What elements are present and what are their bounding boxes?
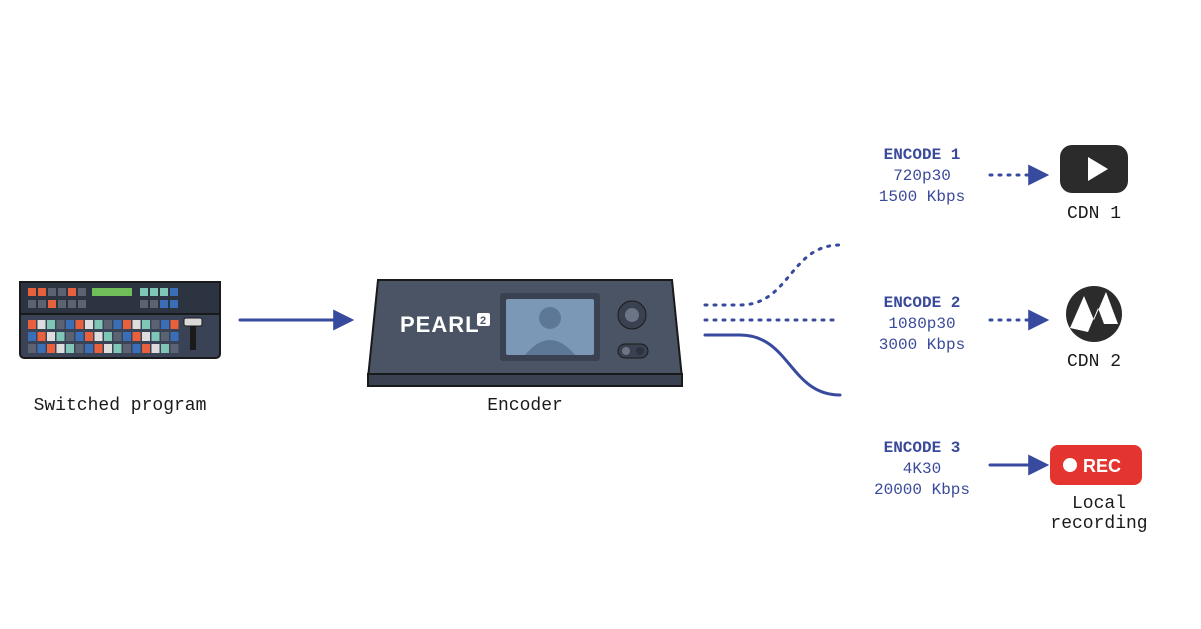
rec-badge-icon: REC [1050, 445, 1142, 485]
encode-1-rate: 1500 Kbps [852, 187, 992, 208]
svg-text:PEARL: PEARL [400, 312, 480, 337]
encode-2-res: 1080p30 [852, 314, 992, 335]
encode-3-block: ENCODE 3 4K30 20000 Kbps [852, 438, 992, 500]
diagram-canvas: PEARL 2 REC [0, 0, 1201, 629]
cdn2-icon [1066, 286, 1122, 342]
encode-2-title: ENCODE 2 [852, 293, 992, 314]
edge-enc-to-e1 [705, 245, 840, 305]
encode-3-res: 4K30 [852, 459, 992, 480]
encode-1-res: 720p30 [852, 166, 992, 187]
encode-1-block: ENCODE 1 720p30 1500 Kbps [852, 145, 992, 207]
rec-badge-text: REC [1083, 456, 1121, 476]
encoder-device-icon: PEARL 2 [368, 280, 682, 386]
encoder-brand-text: PEARL [400, 312, 480, 337]
encode-2-rate: 3000 Kbps [852, 335, 992, 356]
svg-text:2: 2 [480, 315, 486, 327]
cdn2-label: CDN 2 [1060, 352, 1128, 372]
youtube-icon [1060, 145, 1128, 193]
rec-label: Local recording [1044, 494, 1154, 534]
encode-1-title: ENCODE 1 [852, 145, 992, 166]
encode-3-rate: 20000 Kbps [852, 480, 992, 501]
encoder-label: Encoder [375, 396, 675, 416]
encode-2-block: ENCODE 2 1080p30 3000 Kbps [852, 293, 992, 355]
edge-enc-to-e3 [705, 335, 840, 395]
switcher-device-icon [20, 282, 220, 358]
cdn1-label: CDN 1 [1060, 204, 1128, 224]
encode-3-title: ENCODE 3 [852, 438, 992, 459]
switcher-label: Switched program [20, 396, 220, 416]
